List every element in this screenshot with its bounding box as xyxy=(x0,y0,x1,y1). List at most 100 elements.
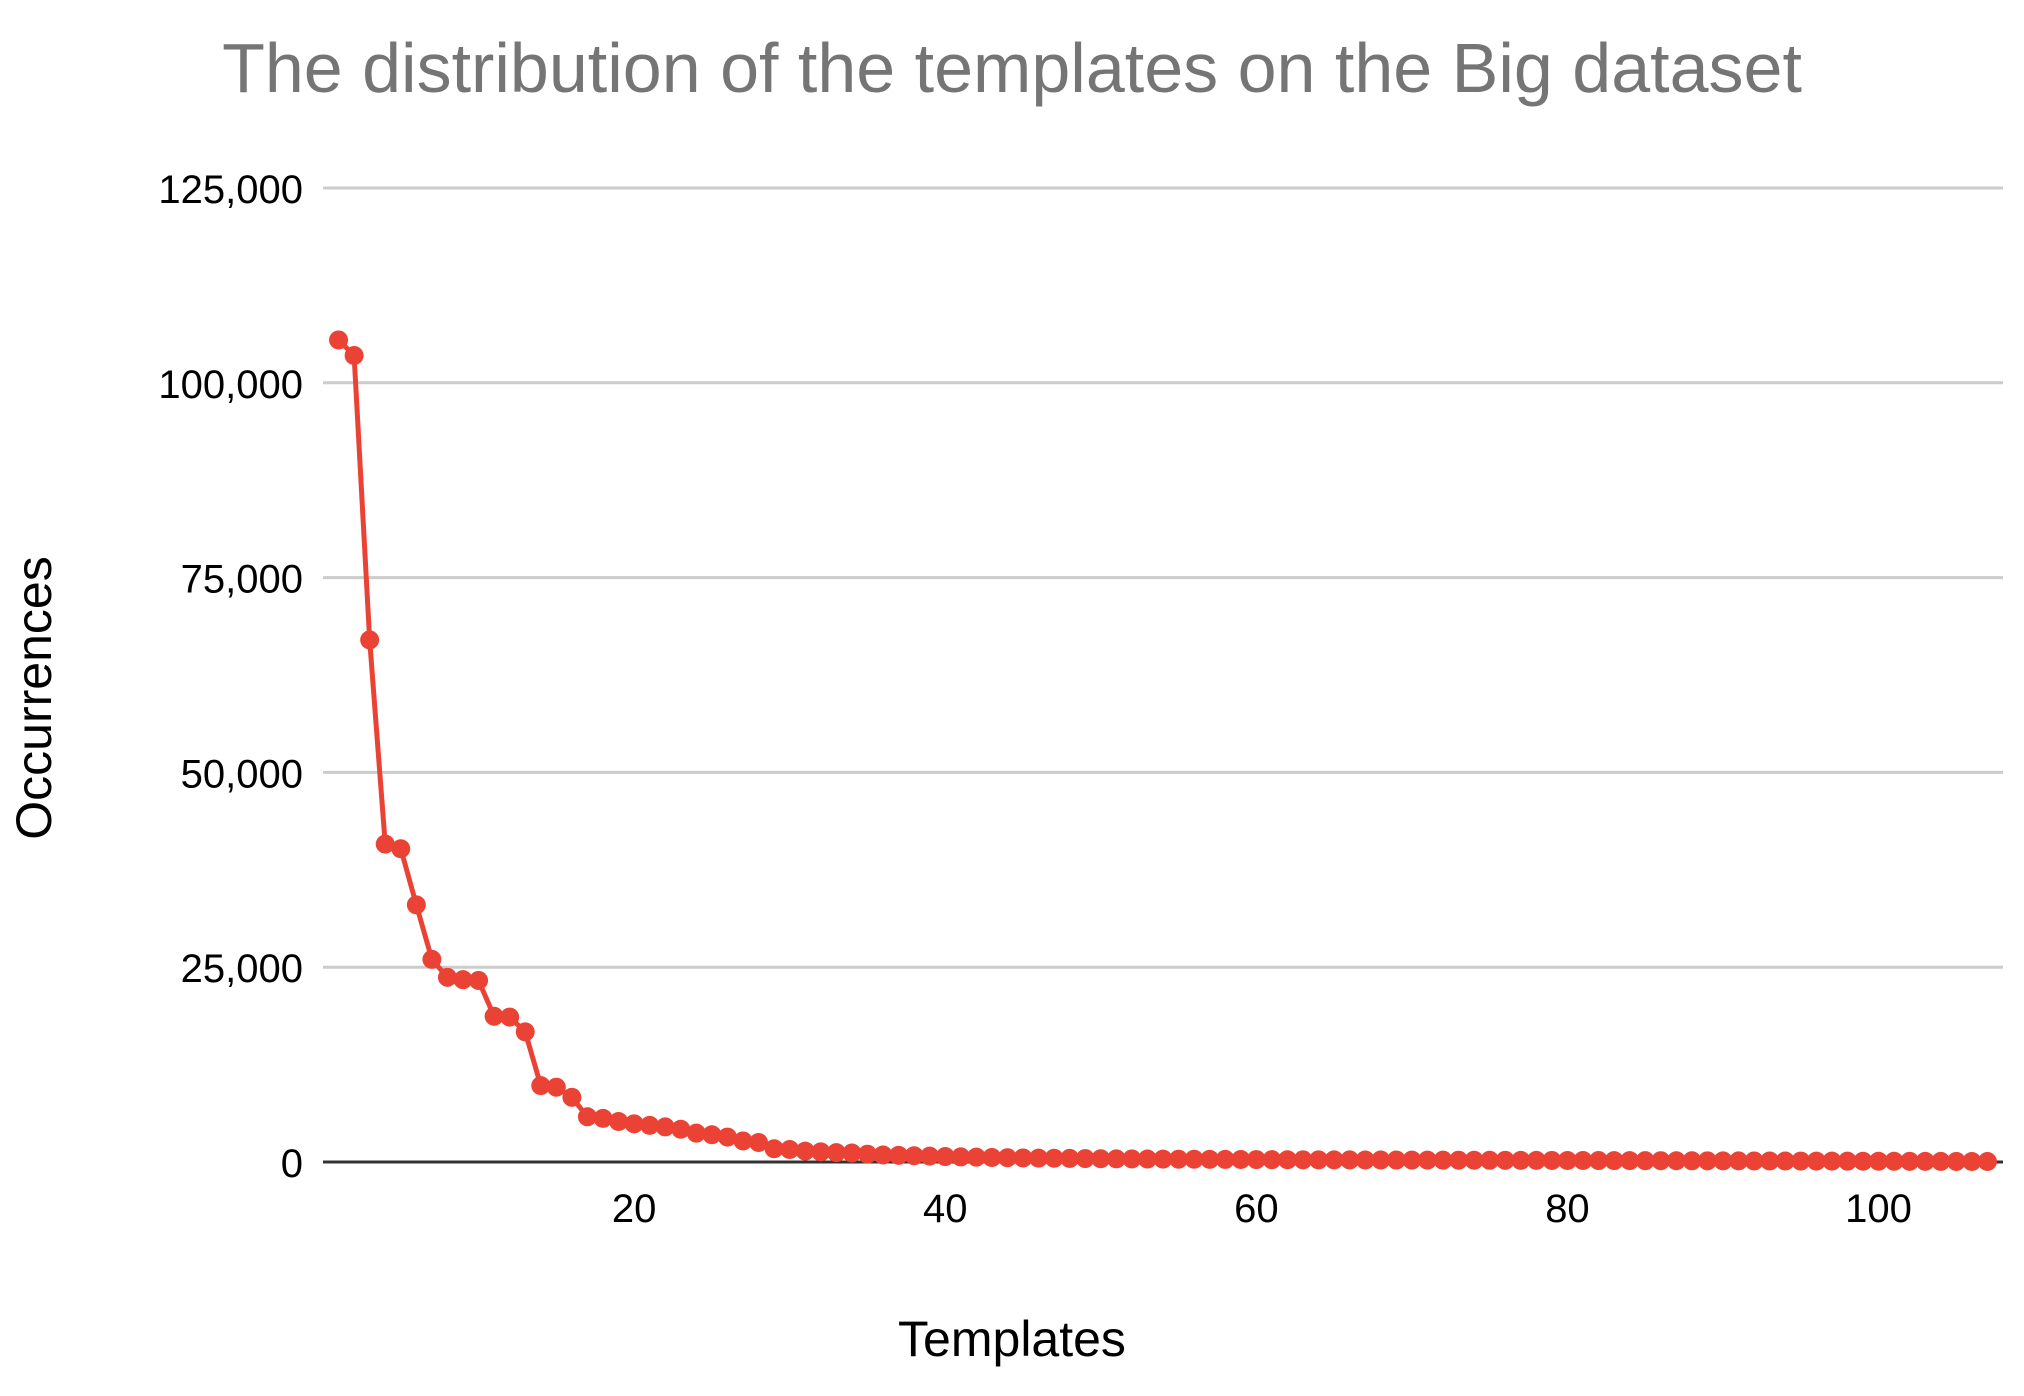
data-point xyxy=(780,1140,800,1160)
data-point xyxy=(609,1111,629,1131)
data-point xyxy=(671,1119,691,1139)
data-point xyxy=(1029,1148,1049,1168)
data-point xyxy=(857,1144,877,1164)
data-point xyxy=(437,967,457,987)
data-point xyxy=(1682,1151,1702,1171)
data-point xyxy=(391,839,411,859)
x-tick-label: 20 xyxy=(612,1187,657,1231)
data-point xyxy=(593,1108,613,1128)
data-point xyxy=(982,1147,1002,1167)
data-point xyxy=(1729,1151,1749,1171)
data-point xyxy=(1402,1150,1422,1170)
data-point xyxy=(1075,1149,1095,1169)
data-point xyxy=(1931,1151,1951,1171)
data-point xyxy=(655,1117,675,1137)
data-point xyxy=(904,1146,924,1166)
data-point xyxy=(1449,1150,1469,1170)
y-tick-label: 25,000 xyxy=(181,947,303,991)
data-point xyxy=(515,1022,535,1042)
data-point xyxy=(1293,1150,1313,1170)
data-point xyxy=(1324,1150,1344,1170)
data-point xyxy=(1791,1151,1811,1171)
series-line xyxy=(336,338,1988,1165)
data-point xyxy=(624,1114,644,1134)
data-point xyxy=(764,1139,784,1159)
data-point xyxy=(1806,1151,1826,1171)
data-point xyxy=(1044,1148,1064,1168)
data-point xyxy=(1013,1148,1033,1168)
data-point xyxy=(1542,1150,1562,1170)
data-point xyxy=(562,1087,582,1107)
data-point xyxy=(1169,1149,1189,1169)
y-tick-label: 50,000 xyxy=(181,752,303,796)
data-point xyxy=(546,1077,566,1097)
data-point xyxy=(1697,1151,1717,1171)
data-point xyxy=(1760,1151,1780,1171)
data-point xyxy=(1355,1150,1375,1170)
data-point xyxy=(1900,1151,1920,1171)
data-point xyxy=(1495,1150,1515,1170)
data-point xyxy=(1962,1151,1982,1171)
data-point xyxy=(1340,1150,1360,1170)
y-axis-label: Occurrences xyxy=(6,556,62,840)
data-point xyxy=(453,970,473,990)
data-point xyxy=(889,1145,909,1165)
data-point xyxy=(842,1143,862,1163)
y-tick-label: 75,000 xyxy=(181,558,303,602)
x-tick-label: 60 xyxy=(1234,1187,1279,1231)
data-point xyxy=(1215,1149,1235,1169)
data-point xyxy=(826,1143,846,1163)
data-point xyxy=(795,1141,815,1161)
data-point xyxy=(1853,1151,1873,1171)
data-point xyxy=(1122,1149,1142,1169)
data-point xyxy=(1915,1151,1935,1171)
data-point xyxy=(406,895,426,915)
data-point xyxy=(1137,1149,1157,1169)
data-point xyxy=(375,834,395,854)
data-point xyxy=(1184,1149,1204,1169)
data-point xyxy=(1060,1148,1080,1168)
data-point xyxy=(1417,1150,1437,1170)
data-point xyxy=(1153,1149,1173,1169)
data-point xyxy=(1246,1150,1266,1170)
data-point xyxy=(1511,1150,1531,1170)
x-tick-label: 40 xyxy=(923,1187,968,1231)
x-tick-label: 80 xyxy=(1545,1187,1590,1231)
data-point xyxy=(749,1133,769,1153)
data-point xyxy=(1744,1151,1764,1171)
data-point xyxy=(1262,1150,1282,1170)
data-point xyxy=(640,1115,660,1135)
data-point xyxy=(1231,1150,1251,1170)
data-point xyxy=(873,1145,893,1165)
data-point xyxy=(1869,1151,1889,1171)
data-point xyxy=(500,1007,520,1027)
data-point xyxy=(1106,1149,1126,1169)
data-point xyxy=(1589,1151,1609,1171)
data-point xyxy=(1666,1151,1686,1171)
data-point xyxy=(1775,1151,1795,1171)
data-point xyxy=(329,330,349,350)
data-point xyxy=(686,1123,706,1143)
data-point xyxy=(920,1146,940,1166)
data-point xyxy=(1713,1151,1733,1171)
y-tick-label: 0 xyxy=(281,1142,303,1186)
data-point xyxy=(702,1125,722,1145)
data-point xyxy=(733,1131,753,1151)
data-point xyxy=(360,630,380,650)
x-tick-label: 100 xyxy=(1845,1187,1912,1231)
data-point xyxy=(344,346,364,366)
data-point xyxy=(1635,1151,1655,1171)
data-point xyxy=(1977,1152,1997,1172)
data-point xyxy=(1573,1151,1593,1171)
data-point xyxy=(1371,1150,1391,1170)
data-point xyxy=(577,1107,597,1127)
data-point xyxy=(1604,1151,1624,1171)
data-point xyxy=(1884,1151,1904,1171)
data-point xyxy=(1464,1150,1484,1170)
data-point xyxy=(1557,1150,1577,1170)
data-point xyxy=(717,1127,737,1147)
data-point xyxy=(1822,1151,1842,1171)
data-point xyxy=(1946,1151,1966,1171)
data-point xyxy=(1309,1150,1329,1170)
